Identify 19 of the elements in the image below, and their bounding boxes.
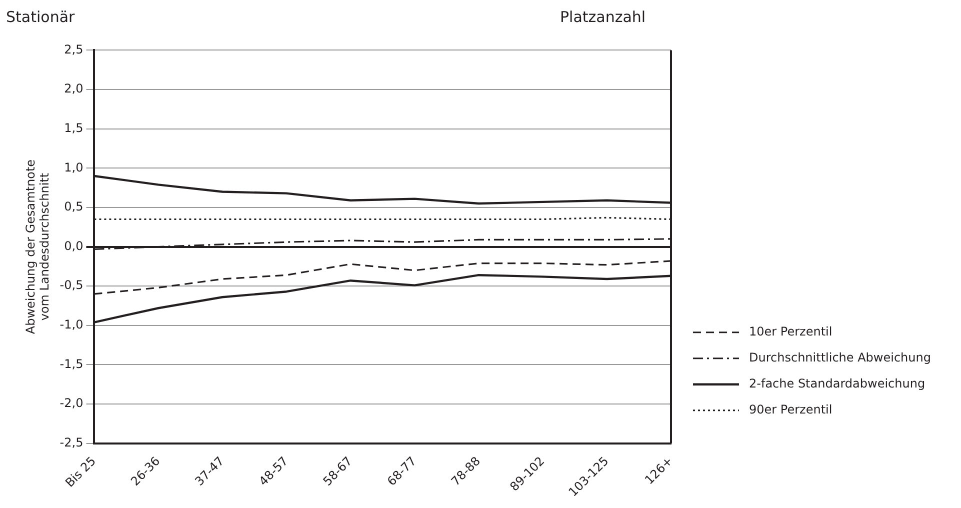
- y-axis-title: Abweichung der Gesamtnote vom Landesdurchschnitt: [23, 159, 52, 334]
- y-tick-label: 0,5: [64, 200, 84, 214]
- y-tick-label: -1,5: [60, 356, 84, 371]
- x-tick-label: Bis 25: [62, 454, 99, 490]
- legend-label: 90er Perzentil: [749, 402, 832, 416]
- y-tick-label: -1,0: [60, 318, 84, 332]
- y-tick-label: -0,5: [60, 278, 84, 292]
- y-tick-label: 1,0: [64, 160, 84, 174]
- y-tick-label: 2,0: [64, 82, 84, 96]
- legend-label: 10er Perzentil: [749, 324, 832, 338]
- y-tick-label: 2,5: [64, 42, 84, 56]
- y-tick-label: 1,5: [64, 120, 84, 135]
- legend-label: Durchschnittliche Abweichung: [749, 350, 931, 364]
- y-tick-label: -2,0: [60, 396, 84, 410]
- y-tick-label: -2,5: [60, 435, 84, 450]
- legend-label: 2-fache Standardabweichung: [749, 376, 926, 390]
- y-tick-label: 0,0: [64, 238, 84, 253]
- chart-title: Stationär: [6, 8, 75, 26]
- chart-subtitle: Platzanzahl: [560, 8, 646, 26]
